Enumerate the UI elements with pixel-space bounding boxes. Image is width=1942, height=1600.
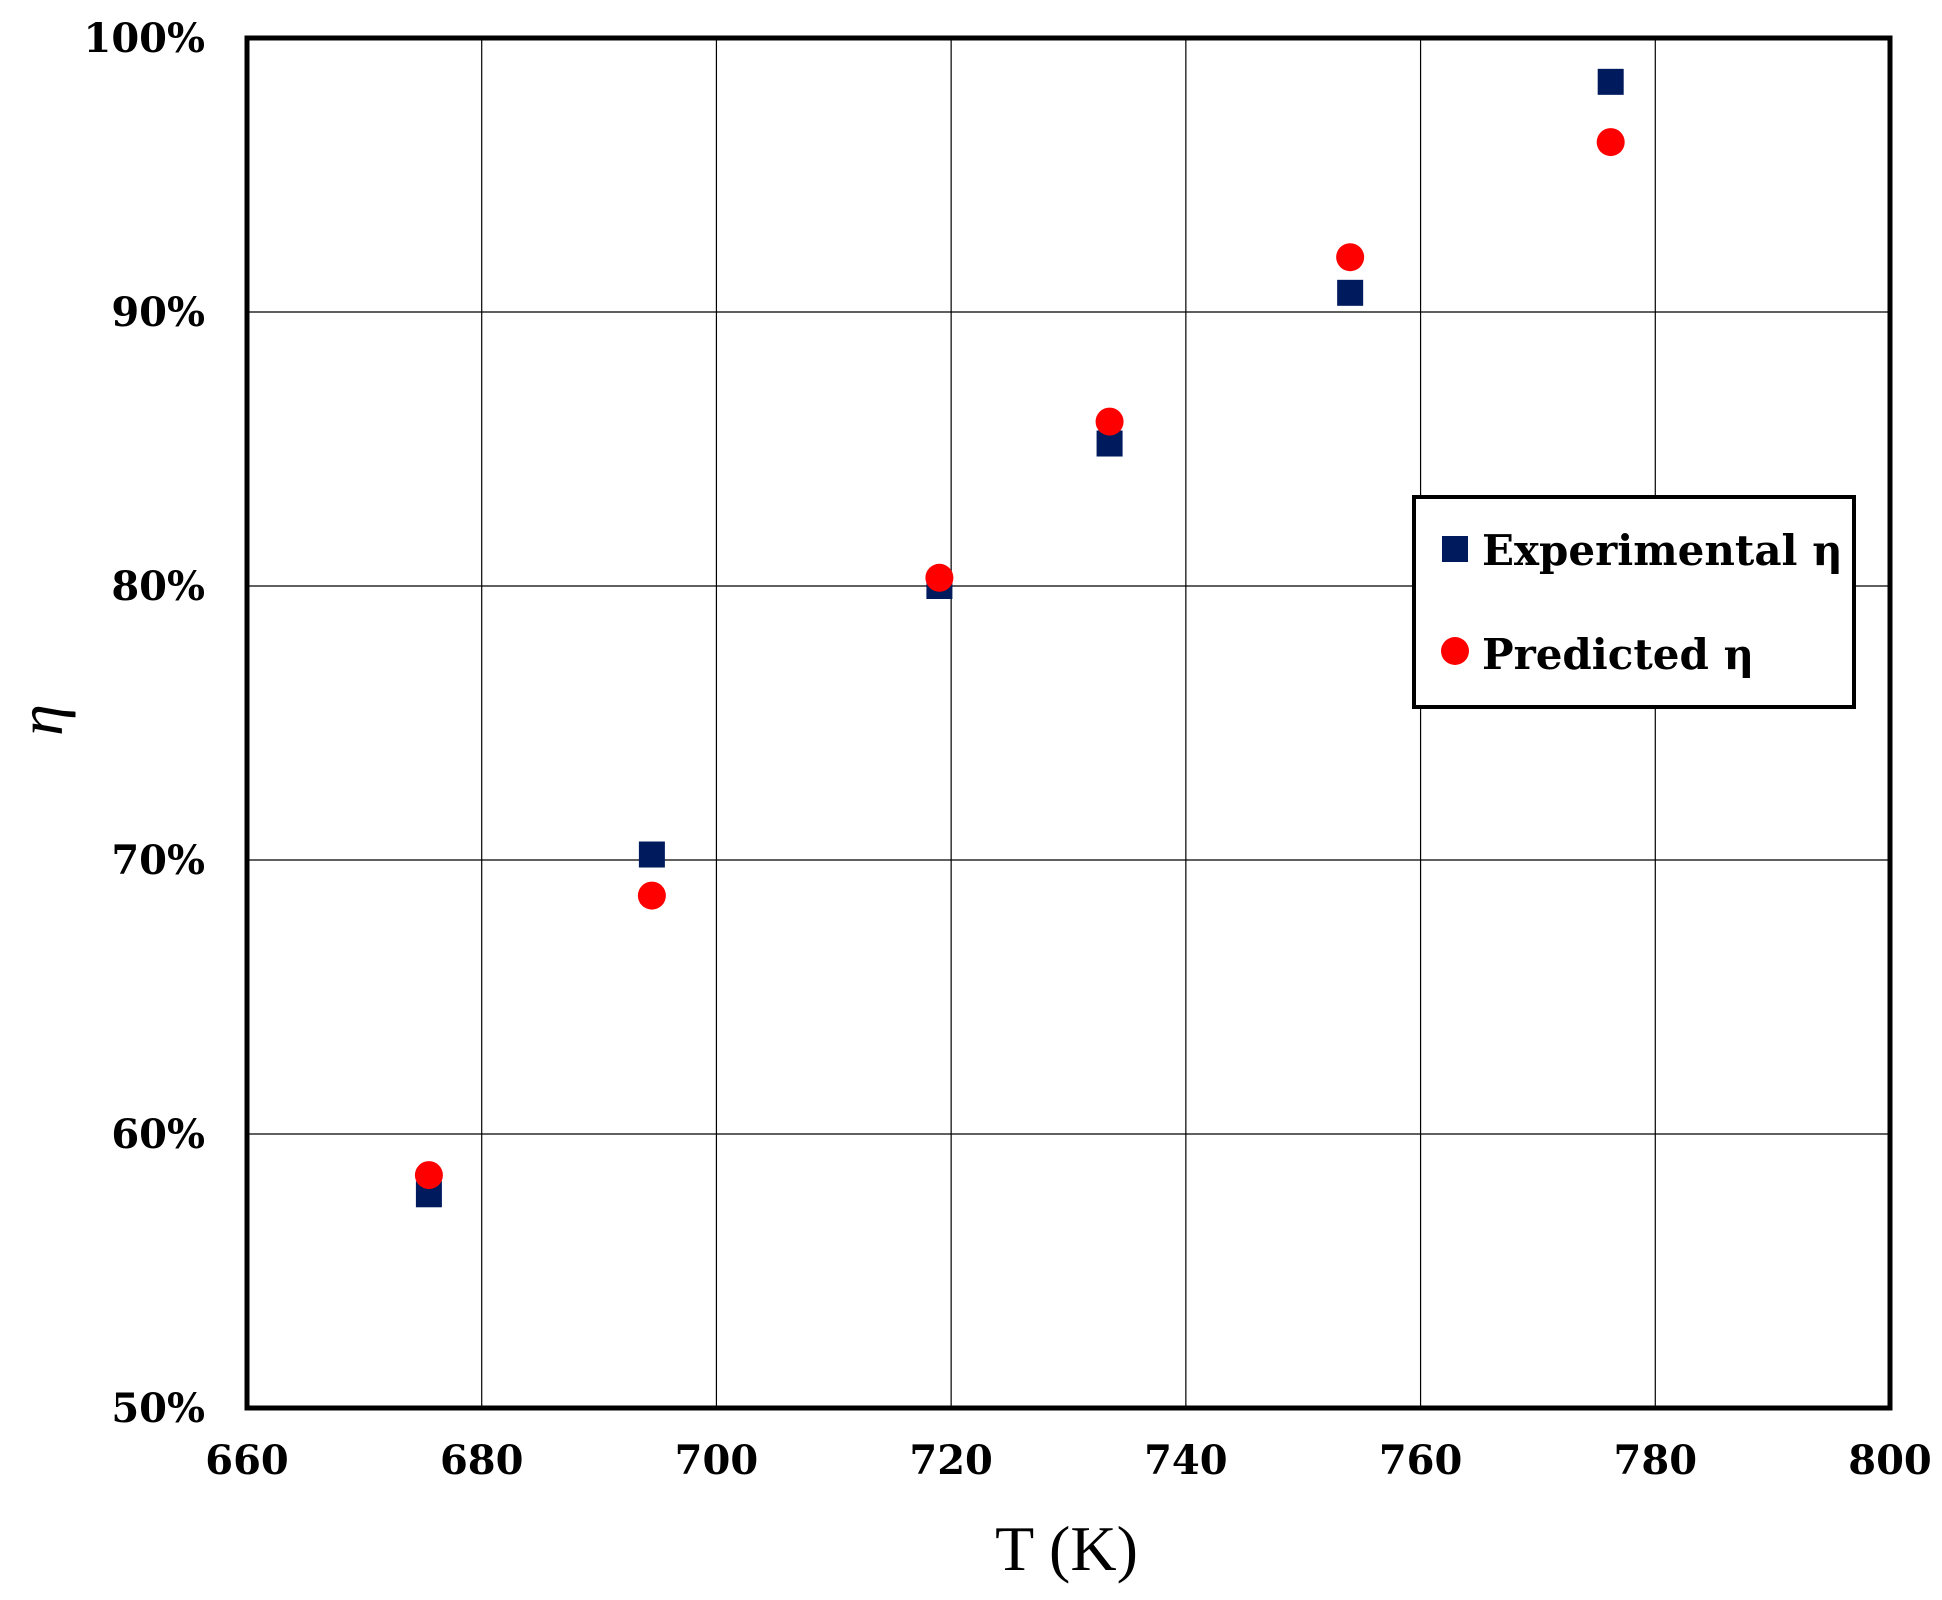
y-tick-label: 80% — [111, 563, 205, 610]
x-tick-label: 720 — [909, 1437, 993, 1484]
y-axis-title: η — [5, 704, 76, 736]
x-tick-label: 760 — [1379, 1437, 1463, 1484]
legend-box — [1412, 495, 1856, 709]
predicted-point — [637, 881, 666, 910]
legend: Experimental η Predicted η — [1412, 495, 1856, 709]
experimental-point — [1337, 279, 1364, 306]
data-points — [414, 68, 1625, 1208]
tick-labels: 660 680 700 720 740 760 780 800 50% 60% 70% 80% 90% 1… — [83, 15, 1931, 1484]
legend-marker-predicted — [1441, 637, 1469, 665]
y-tick-label: 60% — [111, 1111, 205, 1158]
experimental-point — [638, 841, 665, 868]
x-tick-label: 660 — [205, 1437, 289, 1484]
y-tick-label: 50% — [111, 1385, 205, 1432]
predicted-point — [1596, 128, 1625, 157]
grid-lines — [247, 38, 1890, 1408]
x-axis-title: T (K) — [995, 1513, 1138, 1584]
legend-marker-experimental — [1442, 536, 1468, 562]
y-tick-label: 70% — [111, 837, 205, 884]
predicted-point — [925, 563, 954, 592]
x-tick-label: 680 — [440, 1437, 524, 1484]
predicted-point — [1095, 407, 1124, 436]
y-tick-label: 100% — [83, 15, 205, 62]
x-tick-label: 800 — [1848, 1437, 1932, 1484]
x-tick-label: 740 — [1144, 1437, 1228, 1484]
legend-label-experimental: Experimental η — [1482, 526, 1843, 575]
legend-label-predicted: Predicted η — [1482, 630, 1754, 679]
x-tick-label: 700 — [675, 1437, 759, 1484]
predicted-point — [1336, 243, 1365, 272]
predicted-point — [414, 1161, 443, 1190]
y-tick-label: 90% — [111, 289, 205, 336]
plot-area-frame — [244, 35, 1893, 1411]
x-tick-label: 780 — [1614, 1437, 1698, 1484]
experimental-point — [1597, 68, 1624, 95]
